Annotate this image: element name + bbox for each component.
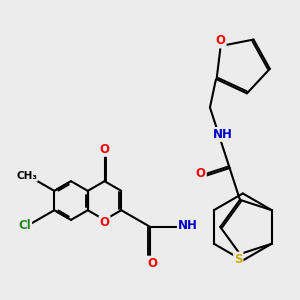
Text: Cl: Cl <box>19 219 31 232</box>
Text: O: O <box>196 167 206 180</box>
Text: NH: NH <box>213 128 233 141</box>
Text: O: O <box>216 34 226 47</box>
Text: O: O <box>100 143 110 156</box>
Text: CH₃: CH₃ <box>16 171 37 181</box>
Text: O: O <box>147 256 157 270</box>
Text: NH: NH <box>178 219 198 232</box>
Text: O: O <box>100 216 110 229</box>
Text: S: S <box>234 253 242 266</box>
